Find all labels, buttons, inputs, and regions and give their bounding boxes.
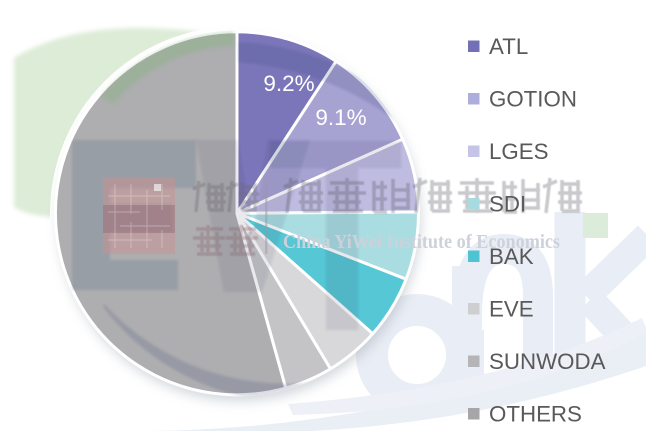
svg-text:9.1%: 9.1% [315,105,366,130]
svg-text:ATL: ATL [489,34,528,59]
svg-text:SUNWODA: SUNWODA [489,349,606,374]
svg-text:EVE: EVE [489,297,534,322]
svg-text:BAK: BAK [489,244,534,269]
svg-text:SDI: SDI [489,192,526,217]
svg-text:9.2%: 9.2% [263,71,314,96]
svg-text:China YiWei Institute of Econo: China YiWei Institute of Economics [283,232,560,253]
svg-text:OTHERS: OTHERS [489,402,582,427]
svg-text:GOTION: GOTION [489,87,577,112]
svg-text:LGES: LGES [489,139,549,164]
